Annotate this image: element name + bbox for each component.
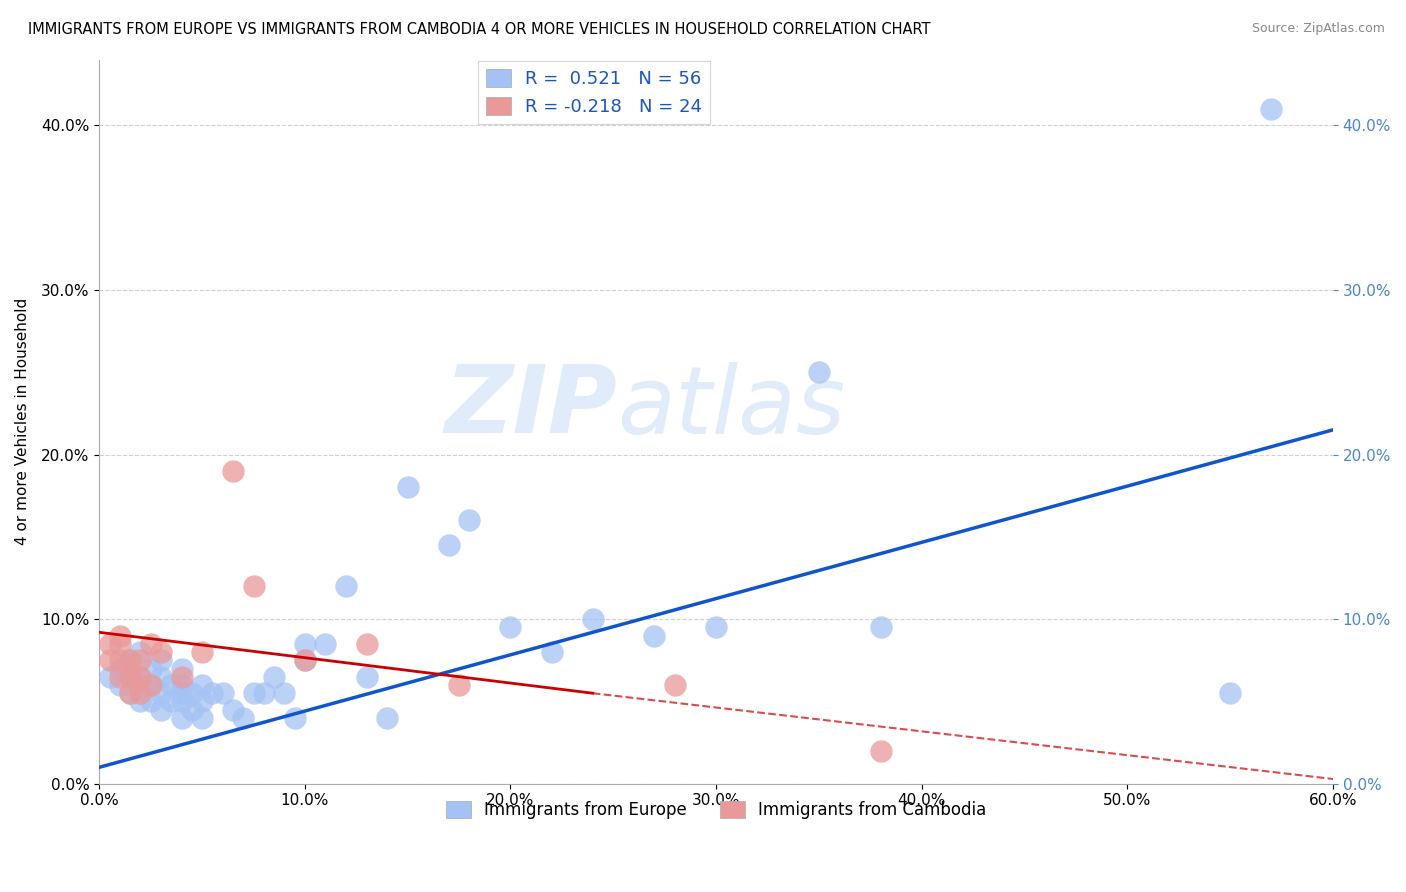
Point <box>108 629 131 643</box>
Text: Source: ZipAtlas.com: Source: ZipAtlas.com <box>1251 22 1385 36</box>
Point <box>170 661 193 675</box>
Point <box>150 670 173 684</box>
Point <box>170 694 193 708</box>
Point <box>869 620 891 634</box>
Point <box>191 645 214 659</box>
Point <box>129 670 152 684</box>
Point <box>129 670 152 684</box>
Point <box>294 637 316 651</box>
Point <box>294 653 316 667</box>
Point <box>242 686 264 700</box>
Point <box>664 678 686 692</box>
Text: IMMIGRANTS FROM EUROPE VS IMMIGRANTS FROM CAMBODIA 4 OR MORE VEHICLES IN HOUSEHO: IMMIGRANTS FROM EUROPE VS IMMIGRANTS FRO… <box>28 22 931 37</box>
Point <box>108 678 131 692</box>
Point <box>396 481 419 495</box>
Point <box>170 670 193 684</box>
Point <box>356 637 378 651</box>
Point <box>108 670 131 684</box>
Point <box>1260 102 1282 116</box>
Point <box>263 670 285 684</box>
Point <box>129 686 152 700</box>
Point <box>643 629 665 643</box>
Point <box>120 653 142 667</box>
Point <box>191 678 214 692</box>
Point <box>129 678 152 692</box>
Point <box>222 703 245 717</box>
Point <box>120 670 142 684</box>
Point <box>120 653 142 667</box>
Point <box>201 686 224 700</box>
Point <box>704 620 727 634</box>
Point <box>458 513 481 527</box>
Point <box>191 694 214 708</box>
Point <box>437 538 460 552</box>
Legend: Immigrants from Europe, Immigrants from Cambodia: Immigrants from Europe, Immigrants from … <box>439 795 993 826</box>
Y-axis label: 4 or more Vehicles in Household: 4 or more Vehicles in Household <box>15 298 30 545</box>
Point <box>108 661 131 675</box>
Point <box>273 686 295 700</box>
Point <box>150 686 173 700</box>
Point <box>139 661 162 675</box>
Point <box>335 579 357 593</box>
Point <box>540 645 562 659</box>
Point <box>108 637 131 651</box>
Point <box>98 637 121 651</box>
Point <box>232 711 254 725</box>
Point <box>180 686 202 700</box>
Point <box>120 670 142 684</box>
Point <box>150 645 173 659</box>
Point <box>129 645 152 659</box>
Point <box>253 686 276 700</box>
Point <box>170 686 193 700</box>
Point <box>1219 686 1241 700</box>
Point <box>139 678 162 692</box>
Point <box>120 686 142 700</box>
Point <box>449 678 471 692</box>
Point <box>807 365 830 379</box>
Point <box>98 653 121 667</box>
Point <box>582 612 605 626</box>
Point <box>129 653 152 667</box>
Point <box>314 637 336 651</box>
Point <box>356 670 378 684</box>
Point <box>150 653 173 667</box>
Point <box>98 670 121 684</box>
Point <box>129 694 152 708</box>
Point <box>150 703 173 717</box>
Point <box>160 678 183 692</box>
Point <box>170 711 193 725</box>
Point <box>139 637 162 651</box>
Point <box>294 653 316 667</box>
Point <box>191 711 214 725</box>
Point <box>180 703 202 717</box>
Point <box>160 694 183 708</box>
Point <box>120 686 142 700</box>
Point <box>222 464 245 478</box>
Point <box>170 678 193 692</box>
Point <box>139 694 162 708</box>
Point <box>242 579 264 593</box>
Point <box>211 686 233 700</box>
Point <box>869 744 891 758</box>
Text: ZIP: ZIP <box>444 361 617 453</box>
Point <box>375 711 398 725</box>
Point <box>108 653 131 667</box>
Point <box>499 620 522 634</box>
Text: atlas: atlas <box>617 361 845 452</box>
Point <box>284 711 307 725</box>
Point <box>139 678 162 692</box>
